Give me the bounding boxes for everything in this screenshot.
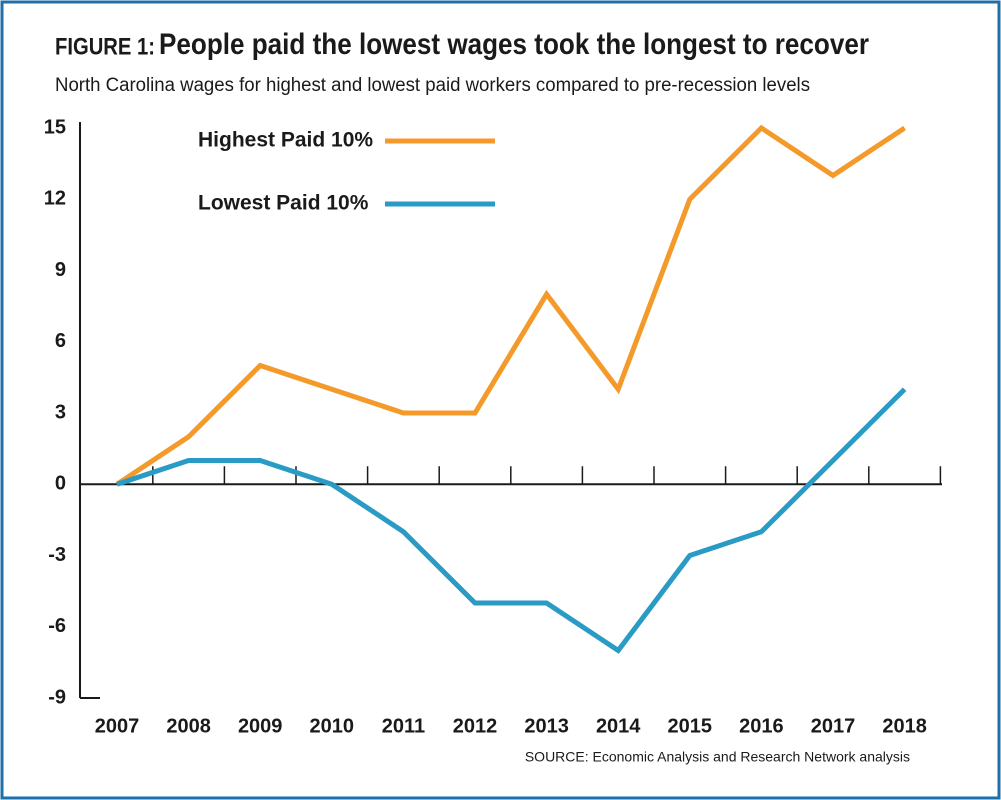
x-tick-label: 2008 (166, 715, 211, 737)
chart-subtitle: North Carolina wages for highest and low… (55, 75, 810, 96)
legend-label: Lowest Paid 10% (198, 192, 369, 215)
series-line (116, 387, 907, 654)
x-tick-label: 2009 (238, 715, 283, 737)
x-tick-label: 2011 (382, 715, 425, 737)
x-tick-label: 2015 (668, 715, 713, 737)
x-tick-label: 2013 (524, 715, 569, 737)
x-tick-label: 2018 (882, 715, 927, 737)
y-tick-label: 6 (55, 330, 66, 352)
legend-label: Highest Paid 10% (198, 129, 373, 152)
y-tick-label: -6 (48, 615, 66, 637)
y-tick-label: -3 (48, 544, 66, 566)
x-tick-label: 2010 (310, 715, 355, 737)
x-tick-label: 2007 (95, 715, 140, 737)
chart-title: People paid the lowest wages took the lo… (159, 28, 869, 61)
y-tick-label: 3 (55, 401, 66, 423)
y-tick-label: 15 (44, 116, 66, 138)
figure-label: FIGURE 1: (55, 33, 155, 60)
x-tick-label: 2016 (739, 715, 784, 737)
x-tick-label: 2012 (453, 715, 498, 737)
x-tick-label: 2017 (811, 715, 856, 737)
source-note: SOURCE: Economic Analysis and Research N… (525, 749, 910, 765)
y-tick-label: -9 (48, 686, 66, 708)
x-tick-label: 2014 (596, 715, 641, 737)
y-tick-label: 9 (55, 259, 66, 281)
series-line (115, 124, 906, 487)
y-tick-label: 0 (55, 473, 66, 495)
y-tick-label: 12 (44, 188, 66, 210)
